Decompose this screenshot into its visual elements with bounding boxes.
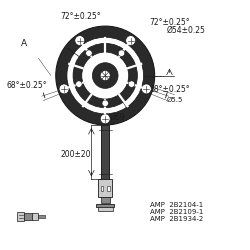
Circle shape [128,81,135,87]
Bar [38,215,45,218]
Text: Ø69: Ø69 [110,113,126,122]
Text: AMP  2B1934-2: AMP 2B1934-2 [150,216,203,222]
Bar [98,180,112,197]
Circle shape [102,100,108,106]
Bar [100,197,110,203]
Text: 68°±0.25°: 68°±0.25° [6,81,47,90]
Bar [18,212,24,221]
Text: Ø5.5: Ø5.5 [167,97,184,103]
Circle shape [56,26,155,125]
Bar [32,213,38,220]
Circle shape [100,70,110,81]
Text: AMP  2B2104-1: AMP 2B2104-1 [150,202,203,208]
Text: 68°±0.25°: 68°±0.25° [150,85,190,94]
Text: AMP  2B2109-1: AMP 2B2109-1 [150,209,203,215]
Circle shape [86,50,92,56]
Circle shape [73,44,137,108]
Bar [101,125,109,180]
Bar [24,213,32,220]
Text: 72°±0.25°: 72°±0.25° [150,18,190,27]
Text: Ø54±0.25: Ø54±0.25 [167,25,206,34]
Circle shape [67,37,144,114]
Text: 200±20: 200±20 [60,150,91,159]
Circle shape [92,63,118,88]
Circle shape [126,36,136,46]
Circle shape [100,114,110,124]
Circle shape [59,84,69,94]
Bar [107,186,110,190]
Circle shape [82,52,129,99]
Text: A: A [20,39,27,48]
Circle shape [142,84,151,94]
Circle shape [118,50,125,56]
Bar [100,186,103,190]
Bar [96,204,114,206]
Bar [98,206,113,210]
Circle shape [76,81,82,87]
Circle shape [75,36,85,46]
Text: 72°±0.25°: 72°±0.25° [60,12,101,21]
